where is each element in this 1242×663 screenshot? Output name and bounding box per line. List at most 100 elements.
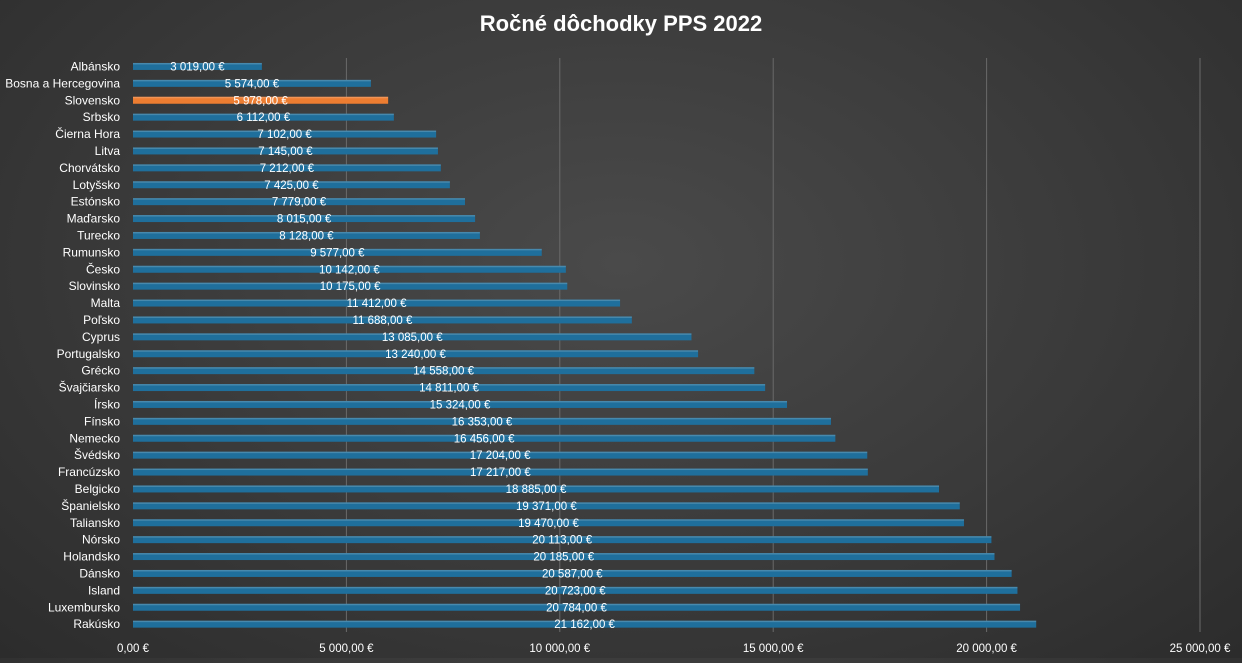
data-label: 20 587,00 €	[542, 568, 603, 580]
bar	[133, 569, 1012, 577]
data-label: 10 175,00 €	[320, 281, 381, 293]
data-label: 19 470,00 €	[518, 518, 579, 530]
category-label: Chorvátsko	[59, 161, 120, 175]
bar	[133, 451, 868, 459]
data-label: 20 185,00 €	[533, 552, 594, 564]
bars	[133, 62, 1037, 628]
category-label: Cyprus	[82, 330, 120, 344]
category-label: Čierna Hora	[55, 126, 120, 141]
data-label: 5 978,00 €	[233, 95, 288, 107]
data-label: 9 577,00 €	[310, 247, 365, 259]
category-label: Belgicko	[75, 482, 121, 496]
category-label: Portugalsko	[57, 347, 121, 361]
data-label: 14 811,00 €	[419, 383, 480, 395]
data-label: 14 558,00 €	[413, 366, 474, 378]
bar-highlight	[133, 282, 568, 285]
bar-highlight	[133, 147, 438, 149]
bar	[133, 519, 964, 527]
bar	[133, 181, 450, 189]
category-label: Rakúsko	[73, 617, 120, 631]
bar	[133, 367, 755, 375]
category-label: Island	[88, 583, 120, 597]
category-label: Lotyšsko	[73, 178, 121, 192]
bar	[133, 62, 262, 70]
bar	[133, 130, 437, 138]
bar	[133, 147, 438, 155]
category-label: Maďarsko	[67, 212, 121, 226]
category-label: Taliansko	[70, 516, 120, 530]
data-label: 11 688,00 €	[352, 315, 413, 327]
bar-highlight	[133, 417, 831, 420]
data-label: 10 142,00 €	[319, 264, 380, 276]
x-tick-label: 25 000,00 €	[1170, 643, 1231, 655]
data-label: 7 212,00 €	[260, 163, 315, 175]
bar	[133, 231, 480, 239]
category-label: Nemecko	[69, 431, 120, 445]
data-label: 5 574,00 €	[225, 78, 280, 90]
bar-highlight	[133, 231, 480, 234]
data-label: 3 019,00 €	[170, 61, 225, 73]
data-label: 17 204,00 €	[470, 450, 531, 462]
data-label: 7 425,00 €	[264, 180, 319, 192]
bar-highlight	[133, 434, 836, 437]
category-label: Bosna a Hercegovina	[5, 76, 120, 90]
x-tick-label: 20 000,00 €	[956, 643, 1017, 655]
bar-highlight	[133, 113, 394, 116]
data-label: 15 324,00 €	[430, 399, 491, 411]
bar-highlight	[133, 485, 940, 487]
bar-highlight	[133, 215, 476, 217]
category-label: Španielsko	[61, 498, 120, 513]
bar	[133, 316, 632, 324]
bar	[133, 603, 1021, 611]
category-label: Albánsko	[71, 59, 121, 73]
category-label: Holandsko	[63, 550, 120, 564]
bar	[133, 164, 441, 172]
data-label: 7 779,00 €	[272, 197, 327, 209]
data-label: 13 240,00 €	[385, 349, 446, 361]
bar	[133, 553, 995, 561]
bar	[133, 248, 542, 256]
bar-highlight	[133, 384, 766, 386]
category-labels: Albánsko Bosna a Hercegovina Slovensko Srbs…	[5, 59, 120, 631]
data-label: 8 015,00 €	[277, 214, 332, 226]
data-label: 20 723,00 €	[545, 585, 606, 597]
bar-highlight	[133, 62, 262, 65]
category-label: Írsko	[94, 396, 120, 411]
data-label: 6 112,00 €	[237, 112, 291, 124]
bar	[133, 215, 476, 223]
bar	[133, 502, 960, 510]
bar	[133, 485, 940, 493]
category-label: Česko	[86, 261, 120, 276]
data-labels: 3 019,00 €5 574,00 € 5 978,00 € 6 112,00 €…	[170, 61, 615, 631]
bar	[133, 265, 566, 273]
category-label: Nórsko	[82, 533, 120, 547]
data-label: 16 456,00 €	[454, 433, 515, 445]
bar	[133, 620, 1037, 628]
data-label: 13 085,00 €	[382, 332, 443, 344]
category-label: Rumunsko	[63, 245, 121, 259]
bar-highlight	[133, 367, 755, 369]
x-axis-ticks: 0,00 € 5 000,00 € 10 000,00 € 15 000,00 € 20…	[117, 643, 1231, 655]
bar-highlight	[133, 96, 389, 99]
data-label: 19 371,00 €	[516, 501, 577, 513]
category-label: Poľsko	[83, 313, 120, 327]
bar	[133, 79, 371, 87]
category-label: Turecko	[77, 228, 120, 242]
data-label: 20 113,00 €	[532, 535, 593, 547]
category-label: Slovensko	[65, 93, 121, 107]
bar	[133, 536, 992, 544]
bar-highlight	[133, 333, 692, 335]
bar-highlight	[133, 400, 788, 403]
bar	[133, 333, 692, 341]
bar	[133, 113, 394, 121]
category-label: Grécko	[81, 364, 120, 378]
category-label: Litva	[95, 144, 121, 158]
gridlines	[345, 58, 1201, 632]
bar	[133, 434, 836, 442]
bar-highlight	[133, 316, 632, 318]
bar	[133, 468, 868, 476]
bar-highlight	[133, 468, 868, 471]
category-label: Luxembursko	[48, 600, 120, 614]
